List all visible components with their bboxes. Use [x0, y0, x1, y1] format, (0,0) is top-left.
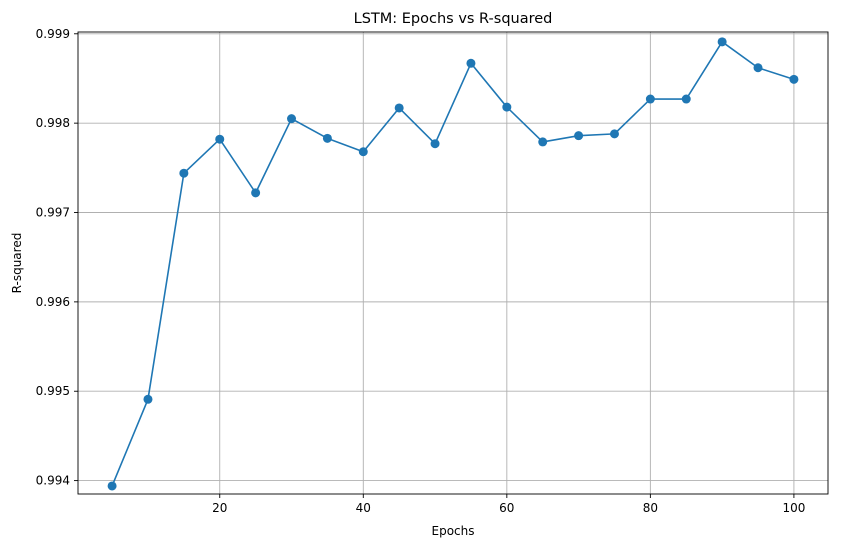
data-point	[394, 103, 404, 113]
y-tick-label: 0.997	[36, 206, 70, 220]
x-axis-label: Epochs	[432, 524, 475, 538]
plot-frame	[77, 31, 829, 495]
x-tick-label: 60	[499, 501, 514, 515]
data-point	[430, 139, 440, 149]
data-point	[609, 129, 619, 139]
axis-ticks: 20 40 60 80 100 0.994 0.995 0.996 0.997 0.998 0.99…	[36, 27, 806, 515]
data-point	[322, 133, 332, 143]
data-point	[538, 137, 548, 147]
series-line	[111, 41, 795, 487]
data-point	[107, 481, 117, 491]
y-tick-label: 0.998	[36, 116, 70, 130]
data-point	[574, 131, 584, 141]
y-tick-label: 0.995	[36, 384, 70, 398]
data-point	[287, 114, 297, 124]
y-axis-label: R-squared	[10, 233, 24, 294]
data-point	[215, 134, 225, 144]
chart-title: LSTM: Epochs vs R-squared	[354, 11, 553, 27]
data-point	[645, 94, 655, 104]
data-point	[251, 188, 261, 198]
y-tick-label: 0.999	[36, 27, 70, 41]
series-layer	[107, 37, 799, 491]
data-point	[143, 394, 153, 404]
x-tick-label: 100	[782, 501, 805, 515]
data-point	[179, 168, 189, 178]
data-point	[753, 63, 763, 73]
y-tick-label: 0.996	[36, 295, 70, 309]
data-point	[358, 147, 368, 157]
data-point	[717, 37, 727, 47]
x-tick-label: 40	[356, 501, 371, 515]
x-tick-label: 80	[643, 501, 658, 515]
data-point	[466, 58, 476, 68]
y-tick-label: 0.994	[36, 474, 70, 488]
data-point	[502, 102, 512, 112]
data-point	[681, 94, 691, 104]
data-point	[789, 74, 799, 84]
x-tick-label: 20	[212, 501, 227, 515]
